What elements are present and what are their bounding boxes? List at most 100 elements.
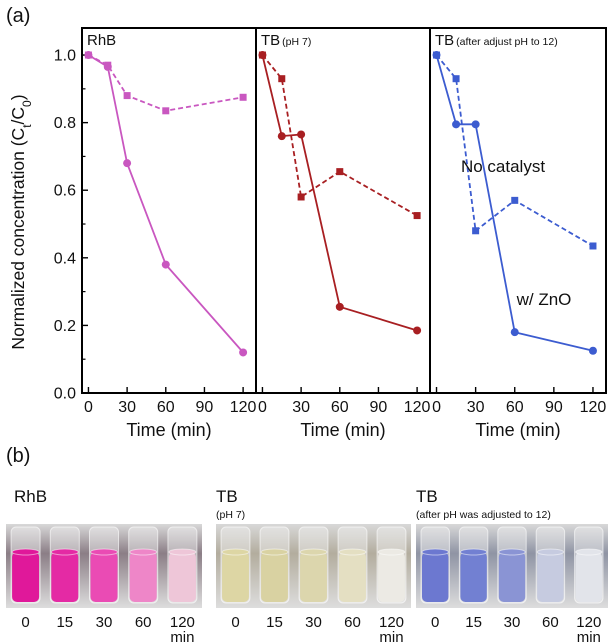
photo-title: TB xyxy=(216,487,238,506)
vial-time-label: 0 xyxy=(431,614,439,631)
x-tick-label: 60 xyxy=(157,399,175,416)
chart-panel-3: TB (after adjust pH to 12) 0 30 60 90 120 Time … xyxy=(429,27,607,440)
data-point-circle xyxy=(277,132,286,141)
data-point-square xyxy=(123,92,131,100)
photo-subtitle: (pH 7) xyxy=(216,509,245,521)
vial-time-unit: min xyxy=(170,629,194,643)
y-tick-label: 0.0 xyxy=(54,386,76,403)
legend-w-zno: w/ ZnO xyxy=(516,290,572,309)
x-tick-label: 120 xyxy=(580,399,607,416)
data-point-circle xyxy=(239,348,248,357)
photo-subtitle: (after pH was adjusted to 12) xyxy=(416,509,551,521)
vial-meniscus xyxy=(299,548,328,556)
vial-time-label: 120 xyxy=(576,614,601,631)
x-tick-label: 0 xyxy=(84,399,93,416)
vial-time-unit: min xyxy=(379,629,403,643)
data-point-square xyxy=(589,242,597,250)
data-point-square xyxy=(297,193,305,201)
x-tick-label: 90 xyxy=(370,399,388,416)
vial-liquid xyxy=(222,552,249,602)
y-tick-label: 0.8 xyxy=(54,115,76,132)
panel-title: RhB xyxy=(87,32,116,49)
vial-time-label: 15 xyxy=(266,614,283,631)
vial-meniscus xyxy=(129,548,158,556)
vial-liquid xyxy=(90,552,118,602)
vial-liquid xyxy=(537,552,564,602)
vial-liquid xyxy=(168,552,196,602)
vial-meniscus xyxy=(536,548,565,556)
vial-meniscus xyxy=(338,548,367,556)
photo-title: RhB xyxy=(14,487,47,506)
data-point-circle xyxy=(335,302,344,311)
vial-meniscus xyxy=(260,548,289,556)
series-line-no-catalyst xyxy=(435,54,594,247)
y-tick-label: 1.0 xyxy=(54,48,76,65)
series-line-zno xyxy=(261,54,418,332)
data-point-square xyxy=(278,75,286,83)
vial-liquid xyxy=(300,552,327,602)
vial-liquid xyxy=(129,552,157,602)
vial-liquid xyxy=(261,552,288,602)
vial-meniscus xyxy=(421,548,449,556)
x-axis-label: Time (min) xyxy=(126,420,211,440)
vial-liquid xyxy=(12,552,40,602)
data-point-circle xyxy=(84,51,93,60)
data-point-circle xyxy=(123,159,132,168)
vial-time-unit: min xyxy=(577,629,601,643)
y-tick-label: 0.6 xyxy=(54,183,76,200)
x-tick-label: 90 xyxy=(196,399,214,416)
vial-liquid xyxy=(460,552,487,602)
x-tick-label: 120 xyxy=(404,399,431,416)
plot-area: RhB 0 30 60 90 120 Time (min) 0.0 0.2 0.4 0.6 0.8 1.… xyxy=(54,27,607,440)
data-point-circle xyxy=(161,260,170,269)
vial-time-label: 60 xyxy=(344,614,361,631)
vial-time-label: 15 xyxy=(465,614,482,631)
data-point-circle xyxy=(471,120,480,129)
x-axis-label: Time (min) xyxy=(300,420,385,440)
x-tick-label: 0 xyxy=(258,399,267,416)
vial-time-label: 0 xyxy=(21,614,29,631)
data-point-square xyxy=(452,75,460,83)
vial-meniscus xyxy=(221,548,250,556)
vial-time-label: 30 xyxy=(96,614,113,631)
vial-meniscus xyxy=(89,548,119,556)
data-point-circle xyxy=(432,51,441,60)
vial-time-label: 120 xyxy=(379,614,404,631)
plot-frame xyxy=(429,27,607,394)
y-tick-label: 0.4 xyxy=(54,250,76,267)
vial-time-label: 30 xyxy=(504,614,521,631)
vial-time-label: 0 xyxy=(231,614,239,631)
data-point-square xyxy=(472,227,480,235)
data-point-circle xyxy=(413,326,422,335)
data-point-square xyxy=(162,107,170,115)
x-tick-label: 60 xyxy=(331,399,349,416)
data-point-circle xyxy=(258,51,267,60)
vial-time-label: 15 xyxy=(56,614,73,631)
x-tick-label: 60 xyxy=(506,399,524,416)
vial-time-label: 60 xyxy=(135,614,152,631)
vial-meniscus xyxy=(498,548,526,556)
x-tick-label: 30 xyxy=(292,399,310,416)
panel-b-label: (b) xyxy=(6,445,30,467)
x-axis-label: Time (min) xyxy=(475,420,560,440)
vial-meniscus xyxy=(575,548,603,556)
data-point-square xyxy=(413,212,421,220)
data-point-square xyxy=(511,196,519,204)
vial-meniscus xyxy=(459,548,488,556)
x-tick-label: 30 xyxy=(467,399,485,416)
legend-no-catalyst: No catalyst xyxy=(461,157,545,176)
x-tick-label: 0 xyxy=(432,399,441,416)
data-point-circle xyxy=(588,346,597,355)
vial-meniscus xyxy=(11,548,40,556)
data-point-circle xyxy=(103,62,112,71)
vial-time-label: 30 xyxy=(305,614,322,631)
chart-panel-1: RhB 0 30 60 90 120 Time (min) 0.0 0.2 0.4 0.6 0.8 1.… xyxy=(54,27,257,440)
y-tick-label: 0.2 xyxy=(54,318,76,335)
panel-title: TB (pH 7) xyxy=(261,32,311,49)
data-point-circle xyxy=(510,328,519,337)
series-line-no-catalyst xyxy=(261,54,418,217)
